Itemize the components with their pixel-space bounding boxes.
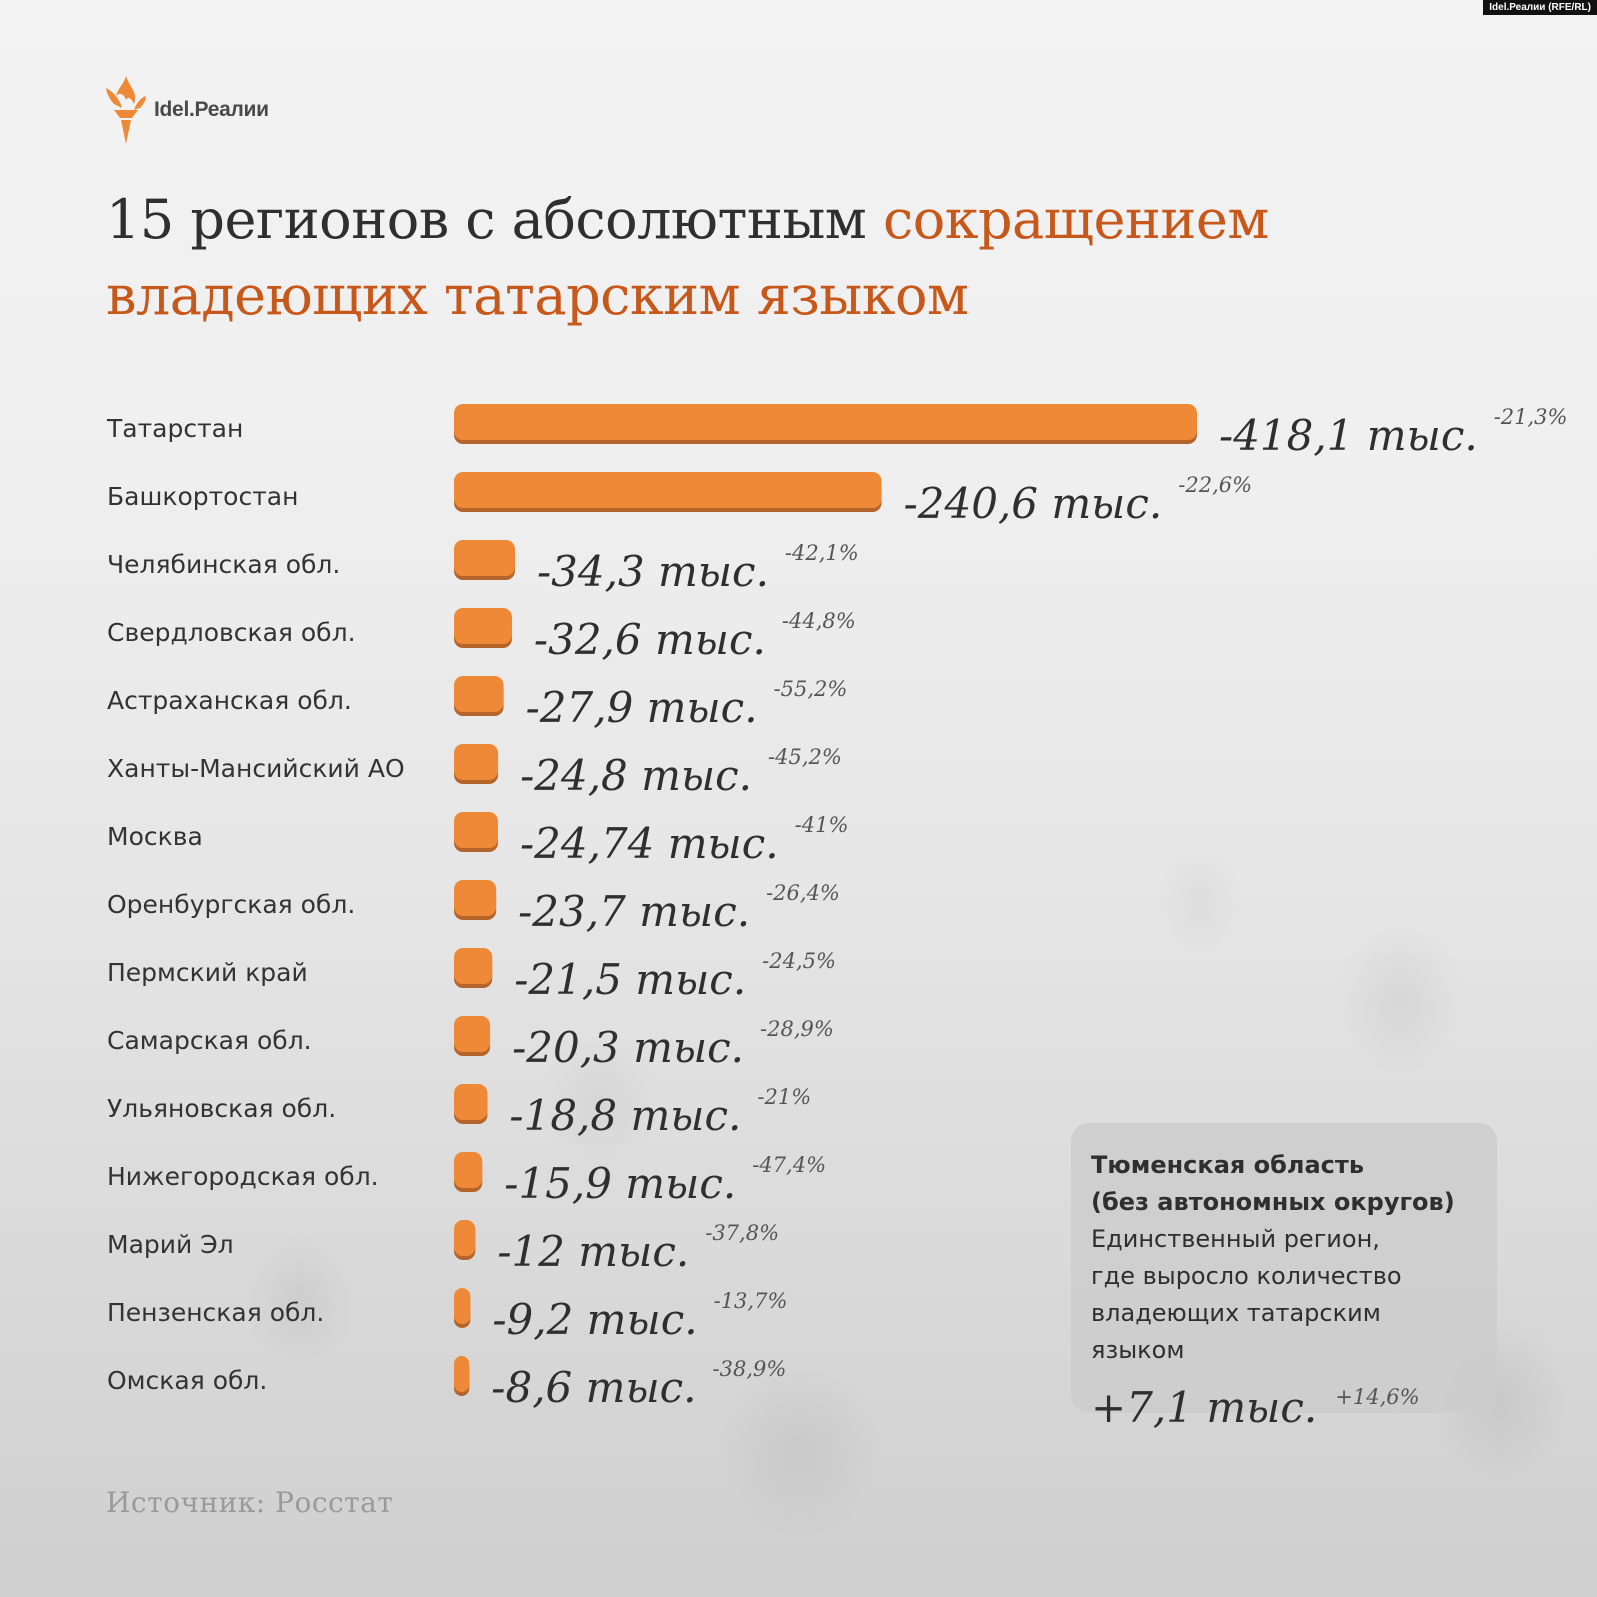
bar <box>454 404 1197 440</box>
value-label: -15,9 тыс. <box>504 1159 736 1208</box>
bar <box>454 1288 471 1324</box>
category-label: Нижегородская обл. <box>107 1162 379 1191</box>
category-label: Ханты-Мансийский АО <box>107 754 405 783</box>
info-heading-line-1: Тюменская область <box>1091 1151 1364 1179</box>
category-label: Марий Эл <box>107 1230 234 1259</box>
percent-label: -21,3% <box>1494 405 1568 429</box>
info-percent: +14,6% <box>1335 1385 1420 1409</box>
bar <box>454 1084 488 1120</box>
percent-label: -22,6% <box>1178 473 1252 497</box>
info-heading-line-2: (без автономных округов) <box>1091 1188 1455 1216</box>
category-label: Астраханская обл. <box>107 686 352 715</box>
percent-label: -26,4% <box>766 881 840 905</box>
value-label: -34,3 тыс. <box>537 547 769 596</box>
category-label: Свердловская обл. <box>107 618 356 647</box>
percent-label: -21% <box>757 1085 811 1109</box>
torch-icon <box>106 76 146 144</box>
logo-text: Idel.Реалии <box>154 98 269 121</box>
value-label: -240,6 тыс. <box>904 479 1163 528</box>
bar <box>454 812 498 848</box>
percent-label: -45,2% <box>768 745 842 769</box>
percent-label: -55,2% <box>774 677 848 701</box>
value-label: -23,7 тыс. <box>518 887 750 936</box>
source-note: Источник: Росстат <box>106 1486 394 1519</box>
value-label: -32,6 тыс. <box>534 615 766 664</box>
bar <box>454 1152 483 1188</box>
value-label: -24,74 тыс. <box>520 819 779 868</box>
percent-label: -42,1% <box>785 541 859 565</box>
category-label: Пермский край <box>107 958 308 987</box>
logo: Idel.Реалии <box>104 74 269 146</box>
title-part-2-highlight: сокращением владеющих татарским языком <box>106 188 1269 327</box>
value-label: -20,3 тыс. <box>512 1023 744 1072</box>
category-label: Ульяновская обл. <box>107 1094 336 1123</box>
info-text-line-1: Единственный регион, <box>1091 1225 1380 1253</box>
info-text-line-2: где выросло количество <box>1091 1262 1402 1290</box>
category-label: Пензенская обл. <box>107 1298 324 1327</box>
percent-label: -47,4% <box>752 1153 826 1177</box>
category-label: Самарская обл. <box>107 1026 312 1055</box>
category-label: Омская обл. <box>107 1366 267 1395</box>
percent-label: -13,7% <box>714 1289 788 1313</box>
bar <box>454 472 882 508</box>
info-text-line-3: владеющих татарским языком <box>1091 1299 1381 1364</box>
bar <box>454 1220 476 1256</box>
category-label: Татарстан <box>106 414 243 443</box>
value-label: -24,8 тыс. <box>520 751 752 800</box>
info-box: Тюменская область (без автономных округо… <box>1071 1123 1497 1432</box>
info-value-row: +7,1 тыс. +14,6% <box>1091 1383 1477 1432</box>
chart-title: 15 регионов с абсолютным сокращением вла… <box>106 182 1456 334</box>
percent-label: -37,8% <box>705 1221 779 1245</box>
percent-label: -44,8% <box>782 609 856 633</box>
bar <box>454 880 497 916</box>
percent-label: -38,9% <box>713 1357 787 1381</box>
category-label: Башкортостан <box>107 482 298 511</box>
percent-label: -28,9% <box>760 1017 834 1041</box>
title-part-1: 15 регионов с абсолютным <box>106 188 883 251</box>
value-label: -27,9 тыс. <box>526 683 758 732</box>
info-value: +7,1 тыс. <box>1091 1383 1318 1432</box>
category-label: Оренбургская обл. <box>107 890 355 919</box>
category-label: Челябинская обл. <box>107 550 340 579</box>
bar <box>454 540 515 576</box>
bar <box>454 948 493 984</box>
value-label: -8,6 тыс. <box>491 1363 696 1412</box>
bar <box>454 676 504 712</box>
value-label: -12 тыс. <box>497 1227 689 1276</box>
category-label: Москва <box>107 822 203 851</box>
value-label: -9,2 тыс. <box>492 1295 697 1344</box>
value-label: -418,1 тыс. <box>1219 411 1478 460</box>
bar <box>454 1356 470 1392</box>
bar <box>454 608 512 644</box>
percent-label: -24,5% <box>762 949 836 973</box>
value-label: -18,8 тыс. <box>509 1091 741 1140</box>
bar <box>454 1016 491 1052</box>
agency-credit: Idel.Реалии (RFE/RL) <box>1483 0 1597 15</box>
bar <box>454 744 499 780</box>
value-label: -21,5 тыс. <box>514 955 746 1004</box>
percent-label: -41% <box>795 813 849 837</box>
